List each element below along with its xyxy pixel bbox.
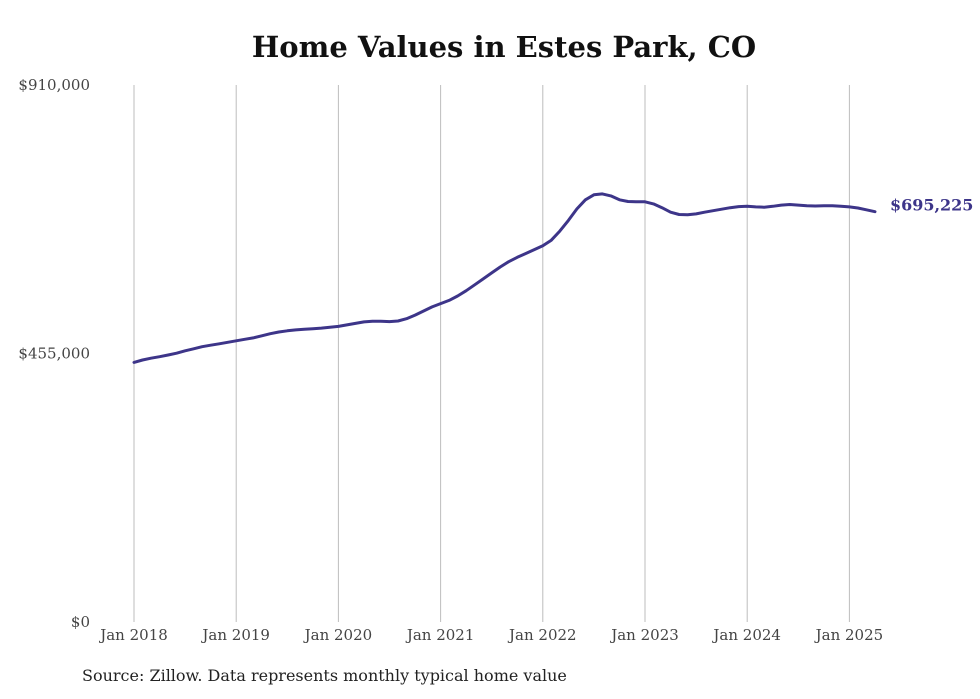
x-tick-label: Jan 2018 bbox=[98, 626, 168, 644]
x-tick-label: Jan 2019 bbox=[200, 626, 270, 644]
series-layer bbox=[132, 192, 877, 364]
x-axis-tick-labels: Jan 2018 Jan 2019 Jan 2020 Jan 2021 Jan 2022… bbox=[98, 626, 883, 644]
x-tick-label: Jan 2025 bbox=[814, 626, 884, 644]
source-note: Source: Zillow. Data represents monthly … bbox=[82, 666, 567, 685]
end-value-label-layer: $695,225 bbox=[890, 196, 974, 215]
x-tick-label: Jan 2020 bbox=[303, 626, 373, 644]
y-tick-label: $910,000 bbox=[18, 76, 90, 94]
series-line bbox=[132, 192, 877, 364]
x-tick-label: Jan 2021 bbox=[405, 626, 475, 644]
grid-lines bbox=[133, 85, 850, 622]
y-tick-label: $455,000 bbox=[18, 345, 90, 363]
chart-title: Home Values in Estes Park, CO bbox=[251, 30, 757, 64]
y-tick-label: $0 bbox=[71, 613, 90, 631]
x-tick-label: Jan 2022 bbox=[507, 626, 577, 644]
y-axis-tick-labels: $910,000 $455,000 $0 bbox=[18, 76, 90, 631]
x-tick-label: Jan 2023 bbox=[609, 626, 679, 644]
x-tick-label: Jan 2024 bbox=[711, 626, 781, 644]
end-value-label: $695,225 bbox=[890, 196, 974, 215]
